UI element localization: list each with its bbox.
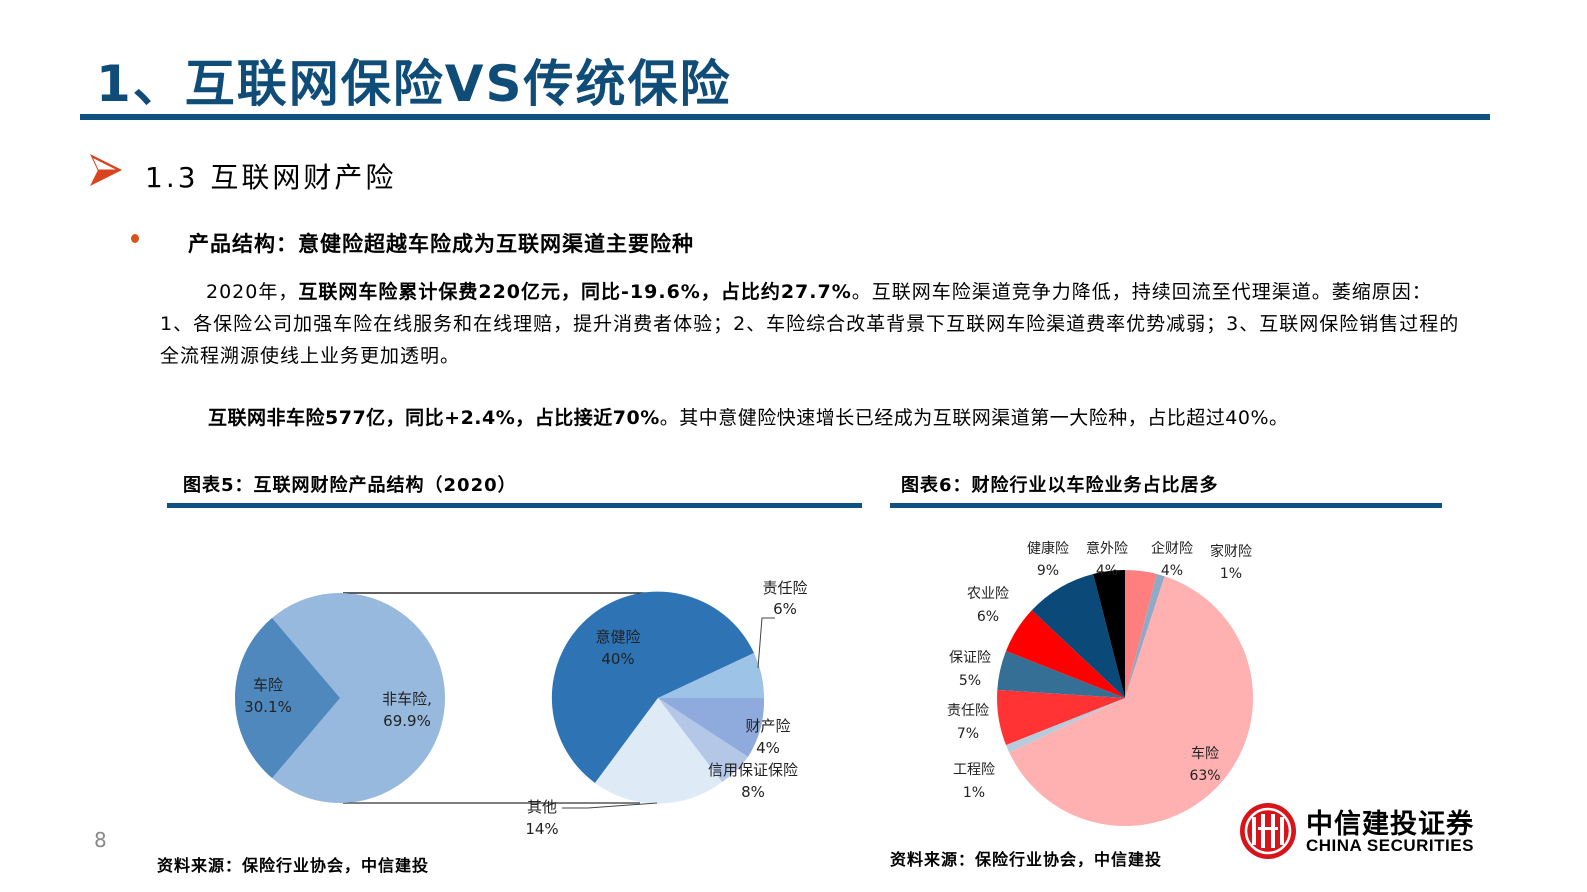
svg-text:意外险: 意外险: [1086, 540, 1128, 557]
svg-text:信用保证保险: 信用保证保险: [708, 761, 798, 779]
svg-text:财产险: 财产险: [745, 717, 790, 735]
para1-bold: 互联网车险累计保费220亿元，同比-19.6%，占比约27.7%: [298, 281, 852, 303]
paragraph-non-auto-insurance: 互联网非车险577亿，同比+2.4%，占比接近70%。其中意健险快速增长已经成为…: [208, 402, 1508, 434]
svg-text:企财险: 企财险: [1151, 540, 1193, 557]
svg-text:7%: 7%: [957, 726, 979, 742]
svg-text:1%: 1%: [963, 785, 985, 801]
logo-cn-text: 中信建投证券: [1306, 809, 1474, 840]
figure6-chart: 健康险 9% 意外险 4% 企财险 4% 家财险 1% 农业险 6% 保证险 5% 责任险 7…: [947, 540, 1254, 827]
figure5-rule: [167, 503, 862, 508]
pie-primary: [235, 593, 445, 803]
svg-text:4%: 4%: [756, 739, 780, 757]
svg-text:责任险: 责任险: [947, 703, 989, 719]
figure5-source: 资料来源：保险行业协会，中信建投: [157, 856, 430, 875]
svg-text:保证险: 保证险: [949, 650, 991, 666]
svg-text:家财险: 家财险: [1210, 543, 1252, 560]
svg-text:30.1%: 30.1%: [244, 698, 292, 716]
page-number: 8: [94, 828, 107, 852]
svg-text:6%: 6%: [977, 609, 999, 625]
section-title: 1.3 互联网财产险: [145, 161, 397, 194]
svg-text:车险: 车险: [253, 676, 283, 694]
paragraph-auto-insurance: 2020年，互联网车险累计保费220亿元，同比-19.6%，占比约27.7%。互…: [160, 276, 1460, 372]
slide-title: 1、互联网保险VS传统保险: [96, 55, 732, 113]
citic-emblem-icon: [1240, 803, 1296, 859]
svg-text:非车险,: 非车险,: [382, 690, 432, 708]
svg-text:其他: 其他: [527, 798, 557, 816]
pie-industry: [997, 570, 1254, 827]
svg-text:4%: 4%: [1161, 563, 1183, 579]
figure5-title: 图表5：互联网财险产品结构（2020）: [183, 475, 517, 496]
figure6-title: 图表6：财险行业以车险业务占比居多: [901, 475, 1219, 496]
china-securities-logo: 中信建投证券 CHINA SECURITIES: [1238, 800, 1498, 860]
svg-text:5%: 5%: [959, 673, 981, 689]
title-underline: [80, 114, 1490, 120]
pie-secondary: [551, 591, 765, 804]
figure6-source: 资料来源：保险行业协会，中信建投: [890, 850, 1163, 869]
bullet-heading: 产品结构：意健险超越车险成为互联网渠道主要险种: [188, 232, 694, 256]
svg-text:工程险: 工程险: [953, 762, 995, 778]
svg-text:14%: 14%: [525, 820, 558, 838]
figure6-rule: [890, 503, 1442, 508]
svg-text:4%: 4%: [1096, 563, 1118, 579]
svg-text:1%: 1%: [1220, 566, 1242, 582]
para2-bold: 互联网非车险577亿，同比+2.4%，占比接近70%: [208, 407, 660, 429]
figure5-chart: 车险 30.1% 非车险, 69.9% 意健险 40% 责任险 6% 财产险 4…: [235, 579, 808, 838]
para2-rest: 。其中意健险快速增长已经成为互联网渠道第一大险种，占比超过40%。: [659, 407, 1289, 429]
logo-en-text: CHINA SECURITIES: [1306, 836, 1474, 855]
svg-text:69.9%: 69.9%: [383, 712, 431, 730]
arrow-bullet-icon: [90, 154, 122, 186]
svg-text:农业险: 农业险: [967, 586, 1009, 602]
para1-lead: 2020年，: [206, 281, 299, 303]
svg-text:意健险: 意健险: [595, 628, 640, 646]
svg-text:责任险: 责任险: [762, 579, 807, 597]
svg-text:6%: 6%: [773, 600, 797, 618]
svg-text:9%: 9%: [1037, 563, 1059, 579]
svg-text:63%: 63%: [1189, 768, 1220, 784]
svg-text:8%: 8%: [741, 783, 765, 801]
bullet-dot-icon: [131, 234, 139, 243]
svg-text:健康险: 健康险: [1027, 540, 1069, 557]
svg-text:车险: 车险: [1191, 745, 1219, 762]
svg-text:40%: 40%: [601, 650, 634, 668]
para1-rest: 。互联网车险渠道竞争力降低，持续回流至代理渠道。萎缩原因：1、各保险公司加强车险…: [160, 281, 1460, 367]
